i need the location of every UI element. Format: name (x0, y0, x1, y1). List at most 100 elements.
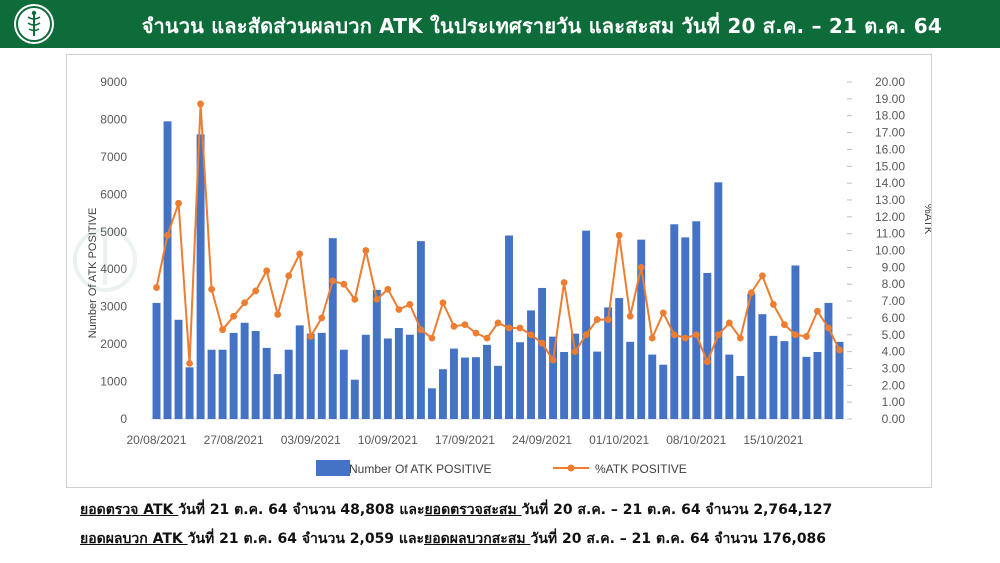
pct-point-16 (329, 277, 337, 285)
bar-7 (229, 332, 238, 419)
bar-43 (626, 341, 635, 419)
y2-tick-label: 9.00 (882, 260, 906, 274)
pct-point-22 (395, 306, 403, 313)
pct-point-9 (252, 287, 260, 295)
bar-53 (736, 375, 745, 419)
bar-8 (240, 322, 249, 419)
legend-bar-swatch (316, 460, 350, 476)
pct-point-1 (164, 231, 171, 239)
y-tick-label: 4000 (100, 262, 127, 276)
bar-27 (449, 348, 458, 419)
ministry-logo (14, 4, 54, 44)
pct-point-53 (736, 334, 744, 342)
bar-44 (637, 239, 646, 419)
pct-point-49 (692, 331, 700, 339)
bar-40 (593, 351, 602, 419)
y2-tick-label: 8.00 (882, 277, 906, 291)
bar-12 (284, 349, 293, 419)
pct-point-24 (417, 326, 425, 334)
y2-tick-label: 7.00 (882, 294, 906, 308)
pct-point-29 (472, 329, 480, 337)
pct-point-21 (384, 285, 392, 293)
bar-2 (174, 319, 183, 419)
x-tick-label: 10/09/2021 (358, 433, 418, 447)
summary-positives-cumulative: วันที่ 20 ส.ค. – 21 ต.ค. 64 จำนวน 176,08… (530, 531, 827, 547)
pct-point-7 (230, 312, 238, 320)
pct-point-17 (340, 280, 348, 288)
y2-tick-label: 5.00 (882, 328, 906, 342)
pct-point-25 (428, 334, 436, 342)
legend-line-marker (567, 464, 575, 472)
bar-29 (472, 357, 480, 419)
header-banner: จำนวน และสัดส่วนผลบวก ATK ในประเทศรายวัน… (0, 0, 1000, 48)
pct-point-61 (825, 324, 832, 332)
pct-point-56 (770, 301, 777, 308)
pct-point-38 (571, 348, 579, 355)
summary-tests-cumulative: วันที่ 20 ส.ค. – 21 ต.ค. 64 จำนวน 2,764,… (521, 502, 833, 518)
x-tick-label: 15/10/2021 (743, 433, 803, 447)
bar-58 (791, 265, 800, 419)
bar-25 (427, 388, 436, 419)
summary-positives-daily: วันที่ 21 ต.ค. 64 จำนวน 2,059 และ (187, 531, 425, 547)
bar-55 (758, 314, 767, 419)
legend-bar-label: Number Of ATK POSITIVE (349, 462, 491, 476)
y-tick-label: 1000 (100, 375, 127, 389)
x-tick-label: 01/10/2021 (589, 433, 649, 447)
pct-point-19 (362, 247, 370, 254)
bar-18 (350, 379, 359, 419)
bar-35 (538, 287, 547, 419)
pct-point-41 (604, 316, 612, 323)
y2-tick-label: 19.00 (875, 92, 905, 106)
ministry-seal-icon (16, 6, 52, 42)
pct-point-34 (527, 331, 535, 339)
pct-point-27 (450, 322, 458, 330)
pct-point-45 (648, 334, 656, 342)
pct-point-59 (803, 333, 810, 340)
bar-59 (802, 356, 811, 419)
pct-point-55 (758, 272, 766, 280)
y-tick-label: 3000 (100, 300, 127, 314)
bar-21 (383, 338, 392, 419)
pct-point-14 (307, 333, 315, 340)
pct-point-5 (208, 285, 215, 293)
chart-container: 0 1000 2000 3000 4000 5000 6000 7000 8000 9000 0.… (66, 54, 932, 488)
bar-19 (361, 334, 370, 419)
bar-5 (207, 349, 216, 419)
y2-tick-label: 15.00 (875, 159, 905, 173)
pct-point-6 (219, 326, 227, 334)
bar-60 (813, 351, 822, 419)
pct-point-33 (516, 324, 524, 332)
bar-11 (273, 374, 282, 419)
pct-point-4 (197, 100, 204, 108)
pct-point-51 (714, 331, 722, 339)
bar-52 (725, 354, 734, 419)
pct-point-32 (505, 324, 513, 332)
y2-tick-label: 6.00 (882, 311, 906, 325)
bar-38 (571, 333, 580, 419)
y2-tick-label: 20.00 (875, 75, 905, 89)
y-tick-label: 8000 (100, 112, 127, 126)
bar-34 (527, 310, 536, 419)
bar-39 (582, 230, 591, 419)
bar-14 (306, 333, 315, 419)
bar-33 (516, 342, 524, 419)
y2-tick-label: 12.00 (875, 210, 905, 224)
pct-point-58 (792, 331, 799, 339)
pct-point-18 (351, 295, 359, 303)
pct-point-62 (836, 346, 843, 354)
summary-line-positives: ยอดผลบวก ATK วันที่ 21 ต.ค. 64 จำนวน 2,0… (80, 528, 826, 550)
pct-point-8 (241, 299, 249, 307)
y2-tick-label: 4.00 (882, 345, 906, 359)
pct-point-37 (560, 279, 568, 286)
y2-tick-label: 13.00 (875, 193, 905, 207)
bar-37 (560, 351, 569, 419)
bar-54 (747, 293, 756, 419)
pct-point-10 (263, 267, 271, 275)
bar-31 (494, 365, 502, 419)
pct-point-26 (439, 299, 447, 307)
bar-9 (251, 331, 260, 419)
pct-point-43 (626, 312, 634, 320)
y2-tick-label: 10.00 (875, 244, 905, 258)
pct-point-42 (615, 231, 623, 239)
x-tick-label: 27/08/2021 (204, 433, 264, 447)
